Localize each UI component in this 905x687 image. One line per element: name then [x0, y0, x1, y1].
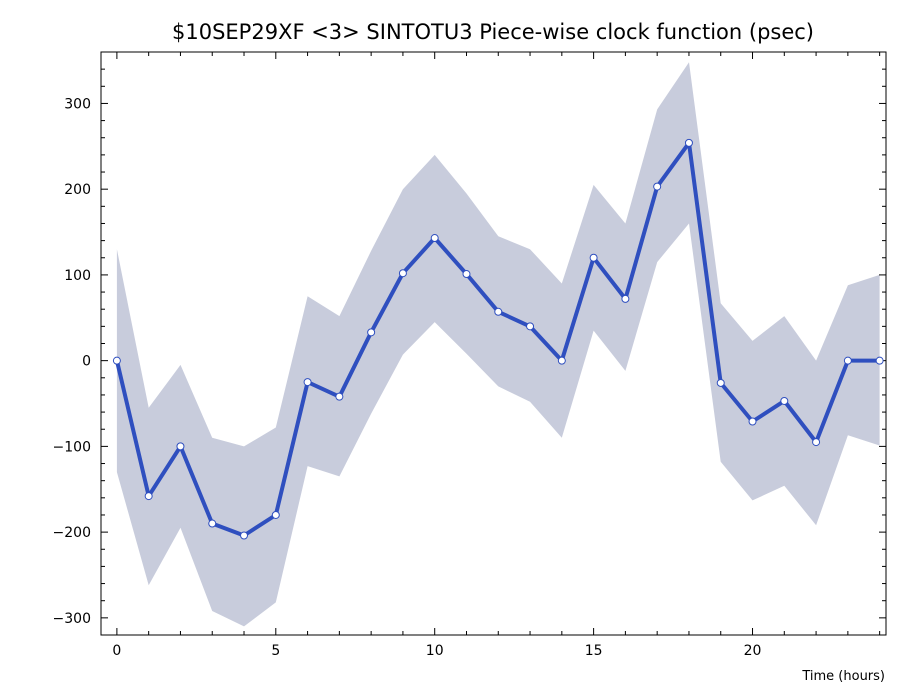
x-tick-label: 20 — [744, 643, 762, 659]
data-point — [494, 307, 503, 316]
y-tick-label: 100 — [64, 268, 91, 284]
axis-ticks-layer: 0 5 10 15 20 −300 −200 −100 0 100 200 300 — [53, 52, 886, 659]
data-point — [589, 253, 598, 262]
data-point — [875, 356, 884, 365]
data-point — [240, 531, 249, 540]
data-point — [430, 234, 439, 243]
data-point — [653, 182, 662, 191]
x-tick-label: 0 — [112, 643, 121, 659]
y-tick-label: −300 — [53, 611, 91, 627]
data-point — [335, 392, 344, 401]
confidence-band-layer — [116, 62, 880, 627]
y-tick-label: −200 — [53, 525, 91, 541]
data-point — [812, 438, 821, 447]
data-point — [748, 417, 757, 426]
chart-title: $10SEP29XF <3> SINTOTU3 Piece-wise clock… — [172, 20, 814, 44]
data-point — [684, 138, 693, 147]
x-axis-label: Time (hours) — [801, 669, 885, 684]
uncertainty-band — [116, 62, 880, 627]
data-point — [208, 519, 217, 528]
data-point — [780, 396, 789, 405]
data-point — [462, 270, 471, 279]
data-point — [621, 294, 630, 303]
data-point — [303, 378, 312, 387]
data-point — [716, 378, 725, 387]
x-tick-label: 10 — [426, 643, 444, 659]
x-tick-label: 15 — [585, 643, 603, 659]
data-point — [144, 492, 153, 501]
series-layer — [112, 138, 884, 540]
data-point — [271, 510, 280, 519]
data-point — [843, 356, 852, 365]
data-point — [557, 356, 566, 365]
data-point — [526, 322, 535, 331]
data-point — [367, 328, 376, 337]
x-tick-label: 5 — [271, 643, 280, 659]
y-tick-label: 300 — [64, 96, 91, 112]
data-point — [398, 269, 407, 278]
y-tick-label: −100 — [53, 439, 91, 455]
data-point — [112, 356, 121, 365]
y-tick-label: 0 — [82, 354, 91, 370]
data-point — [176, 442, 185, 451]
y-tick-label: 200 — [64, 182, 91, 198]
